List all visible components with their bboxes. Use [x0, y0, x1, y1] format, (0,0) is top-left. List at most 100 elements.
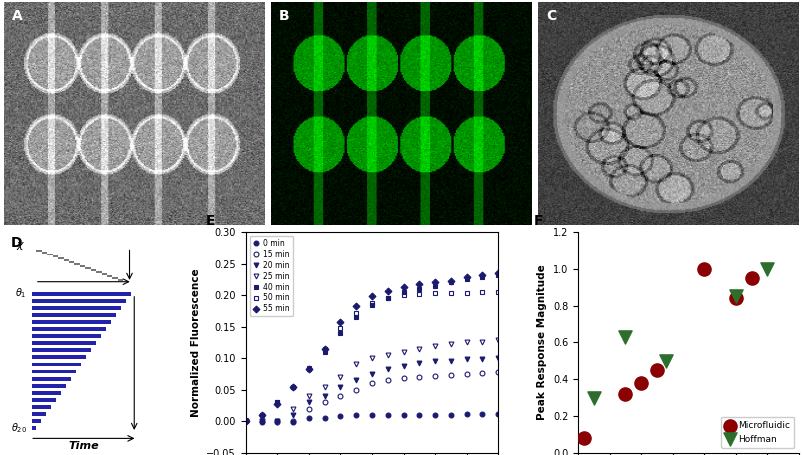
- 20 min: [477, 356, 487, 362]
- 0 min: [445, 412, 455, 418]
- 20 min: [367, 371, 376, 377]
- 20 min: [430, 359, 439, 364]
- Bar: [101, 273, 107, 275]
- 0 min: [367, 412, 376, 418]
- 40 min: [492, 272, 502, 278]
- 0 min: [304, 415, 314, 421]
- 15 min: [288, 419, 298, 424]
- Text: A: A: [12, 9, 22, 23]
- 55 min: [335, 319, 345, 324]
- Hoffman: [728, 293, 741, 300]
- 40 min: [319, 349, 329, 354]
- Bar: [31, 299, 126, 303]
- 0 min: [492, 411, 502, 416]
- 15 min: [351, 387, 361, 392]
- Bar: [107, 275, 112, 277]
- 25 min: [367, 355, 376, 361]
- Bar: [31, 334, 101, 338]
- 55 min: [461, 275, 471, 280]
- 0 min: [351, 412, 361, 418]
- 20 min: [461, 357, 471, 362]
- 40 min: [257, 412, 266, 418]
- Line: 0 min: 0 min: [243, 411, 500, 425]
- 50 min: [414, 291, 423, 297]
- 20 min: [492, 355, 502, 361]
- 50 min: [272, 399, 282, 405]
- Bar: [31, 412, 47, 416]
- Bar: [31, 363, 81, 366]
- 20 min: [399, 363, 408, 369]
- 40 min: [367, 302, 376, 307]
- 55 min: [492, 270, 502, 276]
- 0 min: [430, 412, 439, 418]
- 40 min: [383, 296, 392, 301]
- Hoffman: [760, 265, 773, 273]
- 25 min: [288, 406, 298, 411]
- 25 min: [383, 352, 392, 358]
- Bar: [31, 355, 86, 359]
- Y-axis label: Peak Response Magnitude: Peak Response Magnitude: [537, 264, 547, 420]
- 0 min: [477, 411, 487, 416]
- 55 min: [399, 284, 408, 290]
- Bar: [96, 271, 101, 273]
- Bar: [63, 259, 69, 261]
- 25 min: [414, 346, 423, 351]
- Microfluidic: [577, 435, 590, 442]
- Bar: [31, 292, 131, 296]
- Line: 40 min: 40 min: [243, 273, 500, 424]
- 15 min: [430, 373, 439, 379]
- Bar: [31, 398, 56, 402]
- 15 min: [241, 419, 250, 424]
- Bar: [31, 369, 76, 374]
- Line: 55 min: 55 min: [243, 271, 500, 424]
- Microfluidic: [650, 366, 662, 374]
- 40 min: [335, 330, 345, 336]
- 0 min: [288, 420, 298, 425]
- 55 min: [430, 280, 439, 285]
- Bar: [31, 320, 111, 324]
- 55 min: [414, 281, 423, 287]
- 20 min: [414, 360, 423, 366]
- 40 min: [430, 283, 439, 288]
- Bar: [31, 384, 67, 388]
- 50 min: [304, 365, 314, 370]
- 0 min: [414, 412, 423, 418]
- Legend: Microfluidic, Hoffman: Microfluidic, Hoffman: [720, 417, 793, 448]
- 20 min: [319, 393, 329, 399]
- Hoffman: [587, 394, 600, 401]
- Bar: [31, 426, 36, 430]
- 50 min: [351, 310, 361, 315]
- 20 min: [383, 367, 392, 372]
- Hoffman: [618, 333, 631, 340]
- Text: E: E: [205, 214, 215, 228]
- 50 min: [461, 290, 471, 295]
- Text: $\theta_1$: $\theta_1$: [15, 286, 27, 300]
- Line: 15 min: 15 min: [243, 369, 500, 425]
- Bar: [42, 252, 47, 253]
- Bar: [36, 250, 42, 252]
- 25 min: [319, 384, 329, 389]
- 15 min: [477, 370, 487, 376]
- 15 min: [399, 375, 408, 381]
- 0 min: [383, 412, 392, 418]
- 50 min: [430, 290, 439, 296]
- 0 min: [257, 420, 266, 425]
- 25 min: [351, 362, 361, 367]
- 20 min: [351, 378, 361, 383]
- 40 min: [304, 367, 314, 372]
- Text: F: F: [533, 214, 543, 228]
- 25 min: [304, 393, 314, 399]
- Bar: [31, 313, 116, 317]
- Bar: [31, 419, 42, 423]
- Bar: [75, 263, 79, 265]
- 55 min: [351, 303, 361, 308]
- 20 min: [257, 419, 266, 424]
- 25 min: [335, 374, 345, 380]
- Bar: [31, 391, 61, 394]
- 40 min: [272, 399, 282, 405]
- Line: 50 min: 50 min: [243, 289, 500, 424]
- Bar: [85, 267, 91, 269]
- 50 min: [335, 325, 345, 331]
- Text: $\chi$: $\chi$: [16, 240, 26, 253]
- Bar: [69, 261, 75, 263]
